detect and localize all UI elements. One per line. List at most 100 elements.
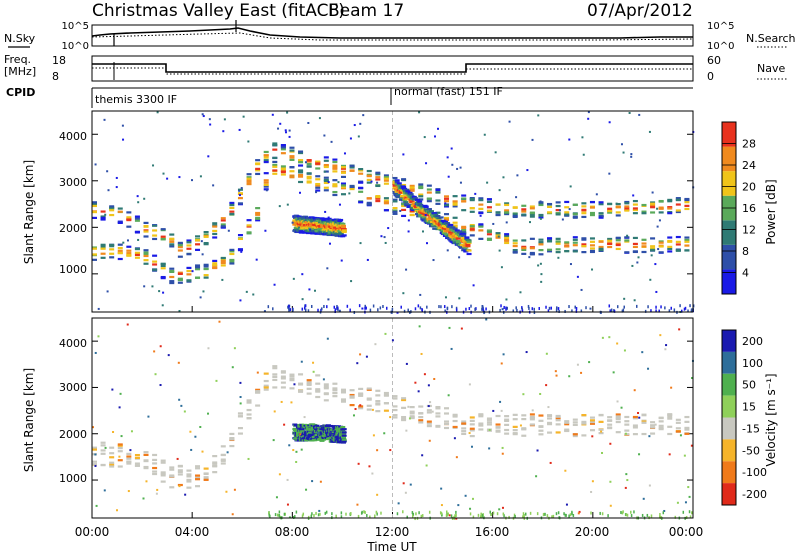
scatter-point xyxy=(576,363,579,366)
data-cell xyxy=(237,188,243,191)
data-cell xyxy=(340,184,346,187)
data-cell xyxy=(298,173,304,177)
data-cell xyxy=(581,212,587,215)
data-cell xyxy=(444,216,450,220)
scatter-point xyxy=(537,114,540,117)
scatter-point xyxy=(540,273,543,276)
scatter-point xyxy=(202,115,205,118)
scatter-point xyxy=(115,176,118,179)
data-cell xyxy=(152,254,158,257)
data-cell xyxy=(383,179,389,182)
scatter-point xyxy=(468,383,471,386)
data-cell xyxy=(366,181,372,184)
scatter-point xyxy=(137,201,140,204)
noise-cell xyxy=(420,514,423,518)
data-cell xyxy=(383,402,389,405)
noise-cell xyxy=(668,309,671,313)
data-cell xyxy=(152,466,158,470)
data-cell xyxy=(392,198,398,201)
data-cell xyxy=(423,205,429,208)
scatter-point xyxy=(440,504,443,507)
data-cell xyxy=(435,214,441,218)
data-cell xyxy=(667,245,673,248)
data-cell xyxy=(667,250,673,253)
data-cell xyxy=(272,373,278,376)
scatter-point xyxy=(433,135,436,138)
data-cell xyxy=(315,178,321,181)
data-cell xyxy=(641,250,647,254)
data-cell xyxy=(272,156,278,159)
data-cell xyxy=(186,239,192,242)
scatter-point xyxy=(539,262,542,265)
data-cell xyxy=(641,420,647,423)
data-cell xyxy=(572,434,578,438)
scatter-point xyxy=(656,225,659,228)
data-cell xyxy=(289,166,295,169)
data-cell xyxy=(289,158,295,161)
data-cell xyxy=(366,397,372,400)
scatter-point xyxy=(623,349,626,352)
data-cell xyxy=(186,478,192,482)
data-cell xyxy=(306,160,312,163)
data-cell xyxy=(444,195,450,198)
data-cell xyxy=(134,215,140,218)
noise-cell xyxy=(366,514,368,518)
data-cell xyxy=(143,262,149,265)
data-cell xyxy=(246,182,252,186)
data-cell xyxy=(564,214,570,217)
data-cell xyxy=(323,179,329,183)
nsearch-line xyxy=(91,32,694,41)
velocity-y-axis-label: Slant Range [km] xyxy=(22,368,36,472)
noise-cell xyxy=(489,510,491,514)
data-cell xyxy=(255,404,261,407)
data-cell xyxy=(366,404,372,407)
scatter-point xyxy=(576,275,579,278)
data-cell xyxy=(461,229,467,232)
scatter-point xyxy=(402,153,405,156)
data-cell xyxy=(409,406,415,409)
velocity-ytick-label: 2000 xyxy=(59,428,87,441)
data-cell xyxy=(684,236,690,239)
data-cell xyxy=(315,175,321,178)
noise-cell xyxy=(320,308,322,312)
data-cell xyxy=(280,165,286,168)
x-tick-label: 20:00 xyxy=(575,525,610,539)
scatter-point xyxy=(362,114,365,117)
data-cell xyxy=(298,170,304,173)
data-cell xyxy=(126,245,132,248)
data-cell xyxy=(212,462,218,465)
scatter-point xyxy=(638,113,641,116)
data-cell xyxy=(358,190,364,193)
data-cell xyxy=(418,203,424,207)
data-cell xyxy=(126,254,132,257)
data-cell xyxy=(581,245,587,248)
data-cell xyxy=(195,268,201,271)
scatter-point xyxy=(356,362,359,365)
scatter-point xyxy=(295,450,298,453)
noise-cell xyxy=(655,309,657,313)
data-cell xyxy=(332,179,338,182)
scatter-point xyxy=(624,486,627,489)
data-cell xyxy=(598,240,604,243)
scatter-point xyxy=(531,409,534,412)
noise-cell xyxy=(445,513,448,517)
data-cell xyxy=(311,225,317,228)
scatter-point xyxy=(178,176,181,179)
scatter-point xyxy=(519,291,522,294)
data-cell xyxy=(237,234,243,237)
data-cell xyxy=(529,423,535,426)
scatter-point xyxy=(256,371,259,374)
scatter-point xyxy=(525,351,528,354)
noise-cell xyxy=(375,510,378,514)
noise-cell xyxy=(502,512,505,516)
data-cell xyxy=(383,175,389,179)
data-cell xyxy=(314,424,320,427)
data-cell xyxy=(169,474,175,477)
noise-cell xyxy=(302,512,305,516)
scatter-point xyxy=(166,177,169,180)
data-cell xyxy=(495,232,501,235)
scatter-point xyxy=(500,409,503,412)
data-cell xyxy=(423,208,429,211)
scatter-point xyxy=(184,493,187,496)
noise-cell xyxy=(455,510,457,514)
